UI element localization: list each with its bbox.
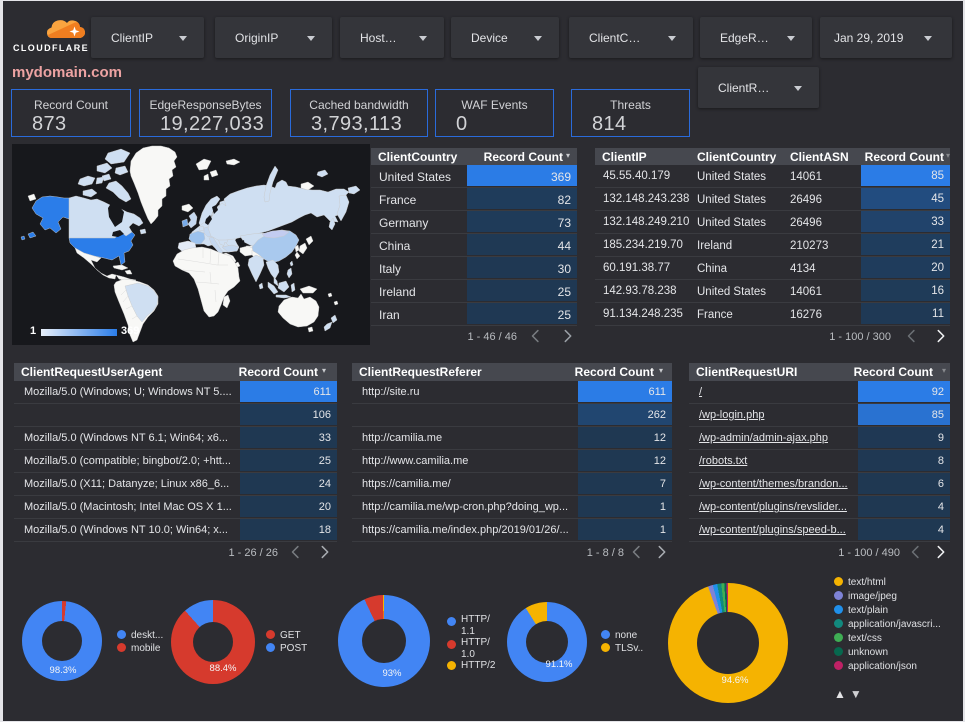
svg-text:CLOUDFLARE: CLOUDFLARE bbox=[13, 43, 89, 53]
